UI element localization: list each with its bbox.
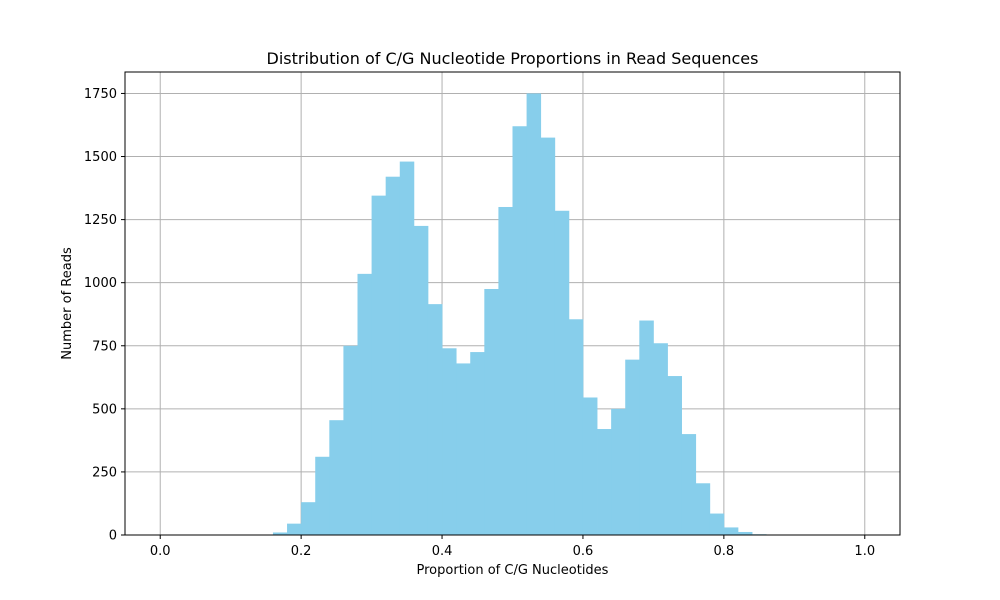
histogram-bar <box>287 523 302 535</box>
histogram-bar <box>442 348 457 535</box>
histogram-bar <box>498 206 513 535</box>
plot-area-frame <box>124 71 901 536</box>
x-tick-label: 0.0 <box>150 544 171 559</box>
x-tick-label: 1.0 <box>854 544 875 559</box>
histogram-bar <box>737 531 753 535</box>
histogram-bar <box>272 532 288 535</box>
histogram-bar <box>667 376 682 535</box>
y-tick-label: 0 <box>109 529 117 544</box>
histogram-bar <box>343 345 358 535</box>
y-tick-label: 500 <box>92 402 117 417</box>
histogram-bar <box>639 320 654 535</box>
x-tick-label: 0.6 <box>573 544 594 559</box>
histogram-bar <box>653 343 668 535</box>
histogram-bar <box>625 359 640 535</box>
x-tick-label: 0.4 <box>432 544 453 559</box>
histogram-bar <box>470 352 485 535</box>
histogram-bar <box>526 93 542 535</box>
y-tick-label: 250 <box>92 465 117 480</box>
histogram-bar <box>568 319 584 535</box>
histogram-bar <box>681 434 697 535</box>
histogram-bar <box>456 363 471 535</box>
histogram-bar <box>301 502 316 535</box>
histogram-bar <box>582 397 598 535</box>
x-tick-label: 0.8 <box>714 544 735 559</box>
x-tick-label: 0.2 <box>291 544 312 559</box>
axis-ticks: 0.0 0.2 0.4 0.6 0.8 1.0 0 250 500 750 1000 1250 1500… <box>84 87 875 559</box>
histogram-bar <box>611 408 626 535</box>
histogram-bar <box>385 176 401 535</box>
histogram-bar <box>413 225 429 535</box>
y-tick-label: 750 <box>92 339 117 354</box>
histogram-bar <box>695 483 711 535</box>
histogram-bar <box>357 273 372 535</box>
histogram-bar <box>329 420 344 535</box>
histogram-bar <box>709 513 725 535</box>
chart-title: Distribution of C/G Nucleotide Proportio… <box>267 49 759 68</box>
histogram-bar <box>371 195 387 535</box>
histogram-bar <box>427 304 443 535</box>
x-axis-title: Proportion of C/G Nucleotides <box>417 563 609 578</box>
y-tick-label: 1000 <box>84 276 117 291</box>
histogram-bar <box>315 456 330 535</box>
histogram-bars <box>272 93 767 535</box>
y-axis-title: Number of Reads <box>60 247 75 360</box>
histogram-bar <box>554 210 570 535</box>
histogram-bar <box>484 288 499 535</box>
histogram-bar <box>723 527 739 535</box>
y-tick-label: 1250 <box>84 213 117 228</box>
histogram-bar <box>399 161 415 535</box>
histogram-bar <box>597 429 612 535</box>
y-tick-label: 1750 <box>84 87 117 102</box>
histogram-bar <box>512 126 527 535</box>
y-tick-label: 1500 <box>84 150 117 165</box>
histogram-bar <box>540 137 556 535</box>
